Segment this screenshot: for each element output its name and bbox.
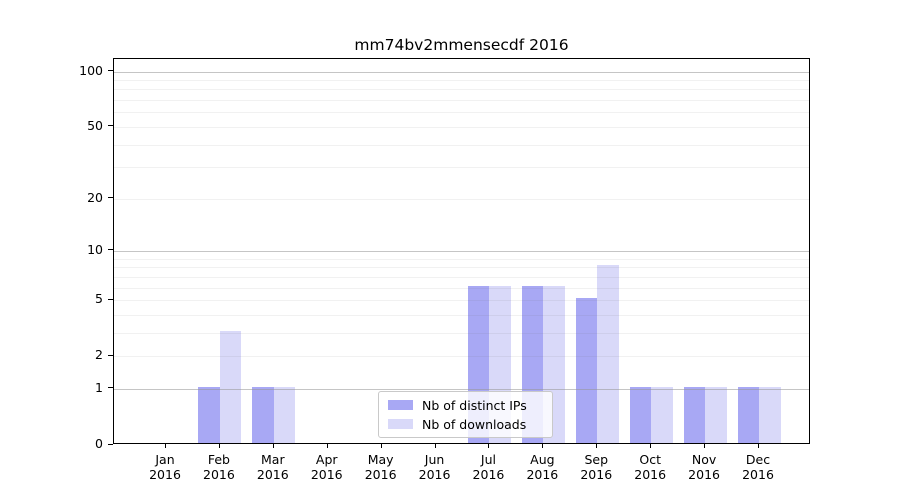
- gridline-minor: [114, 300, 809, 302]
- gridline-minor: [114, 167, 809, 169]
- legend-swatch-distinct-ips: [388, 400, 413, 410]
- x-tick-year: 2016: [634, 467, 667, 482]
- x-tick-label: Apr 2016: [297, 452, 357, 482]
- gridline-minor: [114, 112, 809, 114]
- bar-downloads: [705, 386, 727, 443]
- x-axis-tick: [488, 444, 490, 448]
- bar-distinct-ips: [252, 386, 274, 443]
- gridline-minor: [114, 144, 809, 146]
- x-axis-tick: [758, 444, 759, 448]
- legend-item-distinct-ips: Nb of distinct IPs: [388, 398, 543, 413]
- x-tick-year: 2016: [310, 467, 343, 482]
- bar-downloads: [597, 265, 619, 443]
- x-tick-label: Feb 2016: [189, 452, 249, 482]
- x-axis-tick: [218, 444, 220, 448]
- chart-title: mm74bv2mmensecdf 2016: [354, 36, 569, 54]
- y-tick-label: 20: [87, 189, 103, 205]
- legend-label-downloads: Nb of downloads: [422, 416, 527, 432]
- x-tick-year: 2016: [418, 467, 451, 482]
- bar-downloads: [273, 386, 296, 443]
- bar-downloads: [759, 386, 781, 443]
- y-tick-label: 5: [95, 291, 103, 307]
- y-tick-label: 10: [87, 241, 103, 257]
- gridline-minor: [114, 198, 809, 200]
- y-tick-label: 0: [95, 436, 103, 451]
- gridline-minor: [114, 258, 809, 260]
- x-tick-year: 2016: [203, 467, 235, 482]
- gridline-minor: [114, 100, 809, 102]
- y-tick-label: 1: [95, 379, 103, 395]
- x-axis-tick: [596, 444, 598, 448]
- x-axis-tick: [380, 444, 382, 448]
- x-axis-tick: [165, 444, 166, 448]
- gridline-minor: [114, 89, 809, 91]
- x-tick-label: Sep 2016: [566, 452, 626, 482]
- x-tick-label: Mar 2016: [243, 452, 303, 482]
- legend-item-downloads: Nb of downloads: [388, 417, 543, 432]
- x-tick-year: 2016: [742, 467, 774, 482]
- bar-distinct-ips: [683, 386, 706, 443]
- y-axis-tick: [108, 249, 113, 251]
- x-tick-label: May 2016: [351, 452, 411, 482]
- bar-distinct-ips: [629, 386, 652, 443]
- gridline-major: [114, 71, 809, 73]
- y-axis-tick: [108, 443, 113, 445]
- x-tick-label: Jul 2016: [458, 452, 518, 482]
- bar-downloads: [651, 386, 673, 443]
- gridline-minor: [114, 287, 809, 289]
- gridline-minor: [114, 126, 809, 128]
- legend-swatch-downloads: [388, 419, 413, 429]
- gridline-minor: [114, 267, 809, 269]
- x-axis-tick: [326, 444, 328, 448]
- x-tick-label: Oct 2016: [620, 452, 680, 482]
- legend: Nb of distinct IPs Nb of downloads: [378, 391, 553, 438]
- y-tick-label: 50: [87, 117, 103, 133]
- y-axis-tick: [108, 125, 113, 127]
- bar-downloads: [219, 330, 242, 443]
- x-axis-tick: [434, 444, 436, 448]
- y-tick-label: 100: [79, 62, 103, 78]
- y-axis-tick: [108, 197, 113, 199]
- x-tick-year: 2016: [364, 467, 397, 482]
- y-tick-label: 2: [95, 347, 103, 363]
- bar-distinct-ips: [737, 386, 759, 443]
- legend-label-distinct-ips: Nb of distinct IPs: [422, 397, 527, 413]
- bar-distinct-ips: [575, 298, 598, 443]
- gridline-minor: [114, 332, 809, 334]
- bar-distinct-ips: [198, 386, 220, 443]
- gridline-minor: [114, 356, 809, 358]
- x-tick-label: Jun 2016: [405, 452, 465, 482]
- x-tick-year: 2016: [580, 467, 613, 482]
- y-axis-tick: [108, 298, 113, 300]
- x-tick-label: Nov 2016: [674, 452, 734, 482]
- x-tick-year: 2016: [472, 467, 505, 482]
- gridline-major: [114, 388, 809, 390]
- gridline-minor: [114, 80, 809, 82]
- x-axis-tick: [542, 444, 544, 448]
- x-tick-year: 2016: [526, 467, 559, 482]
- x-tick-year: 2016: [149, 467, 181, 482]
- x-tick-year: 2016: [688, 467, 720, 482]
- y-axis-tick: [108, 387, 113, 389]
- y-axis-tick: [108, 354, 113, 356]
- x-tick-label: Aug 2016: [512, 452, 572, 482]
- x-tick-year: 2016: [256, 467, 289, 482]
- gridline-minor: [114, 276, 809, 278]
- x-axis-tick: [650, 444, 652, 448]
- x-axis-tick: [704, 444, 706, 448]
- plot-area: [113, 58, 810, 444]
- x-tick-label: Dec 2016: [728, 452, 788, 482]
- gridline-minor: [114, 314, 809, 316]
- x-tick-label: Jan 2016: [135, 452, 195, 482]
- x-axis-tick: [272, 444, 274, 448]
- gridline-major: [114, 250, 809, 252]
- y-axis-tick: [108, 70, 113, 72]
